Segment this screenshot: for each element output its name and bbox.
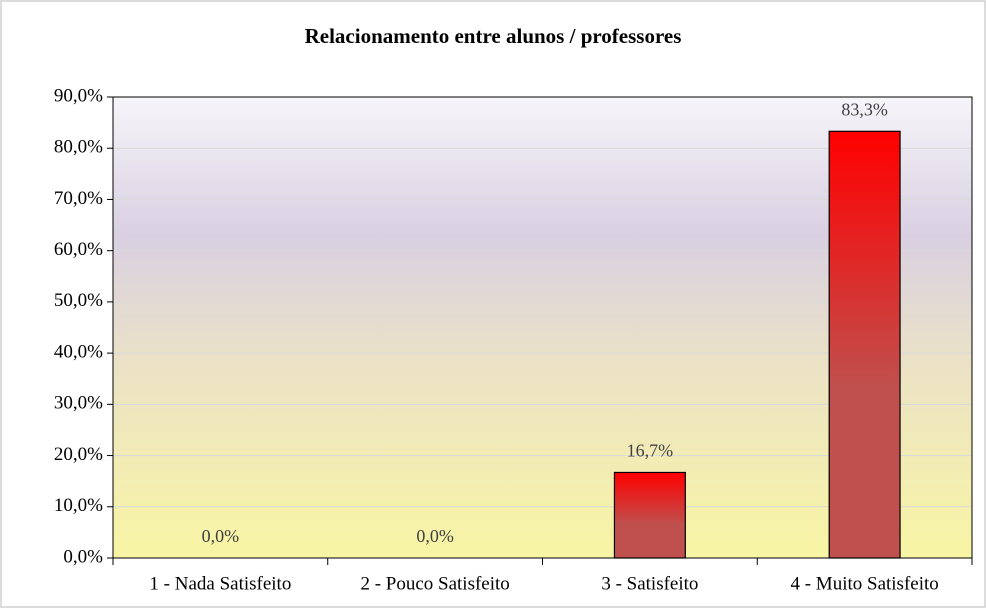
y-tick-label: 60,0% xyxy=(54,239,103,260)
y-tick-label: 40,0% xyxy=(54,341,103,362)
value-label: 83,3% xyxy=(841,99,888,119)
y-tick-label: 20,0% xyxy=(54,444,103,465)
value-label: 0,0% xyxy=(416,526,454,546)
x-tick-label: 1 - Nada Satisfeito xyxy=(149,573,291,594)
x-tick-label: 4 - Muito Satisfeito xyxy=(790,573,938,594)
bar xyxy=(828,130,901,559)
y-tick-label: 30,0% xyxy=(54,393,103,414)
y-tick-label: 10,0% xyxy=(54,495,103,516)
y-tick-label: 70,0% xyxy=(54,188,103,209)
chart-title: Relacionamento entre alunos / professore… xyxy=(305,24,682,48)
x-tick-label: 2 - Pouco Satisfeito xyxy=(360,573,509,594)
x-tick-label: 3 - Satisfeito xyxy=(601,573,698,594)
y-tick-label: 0,0% xyxy=(63,546,103,567)
value-label: 0,0% xyxy=(202,526,240,546)
bar xyxy=(613,471,686,559)
y-tick-label: 90,0% xyxy=(54,85,103,106)
value-label: 16,7% xyxy=(627,441,674,461)
y-tick-label: 80,0% xyxy=(54,137,103,158)
y-tick-label: 50,0% xyxy=(54,290,103,311)
